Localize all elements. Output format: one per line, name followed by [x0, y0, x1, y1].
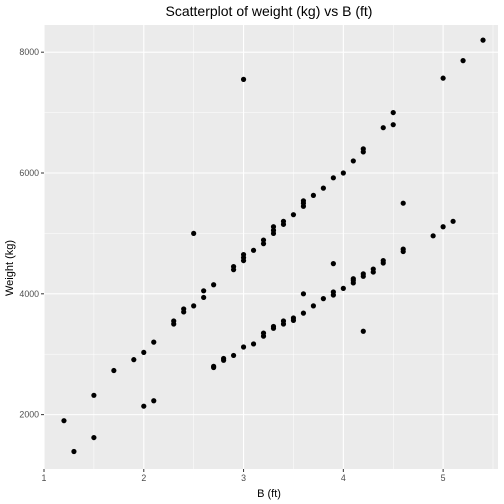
y-axis-title: Weight (kg) [4, 240, 16, 296]
data-point [181, 306, 187, 312]
data-point [240, 251, 247, 258]
data-point [91, 434, 97, 441]
y-tick-label: 2000 [19, 410, 39, 420]
data-point [350, 158, 356, 164]
data-points [61, 37, 486, 455]
data-point [340, 170, 346, 176]
data-point [270, 227, 277, 233]
plot-panel [44, 25, 498, 469]
data-point [230, 264, 237, 270]
data-point [350, 276, 356, 282]
data-point [111, 367, 117, 374]
y-tick-label: 6000 [19, 168, 39, 178]
data-point [460, 58, 466, 64]
data-point [330, 289, 336, 295]
x-tick-label: 4 [341, 473, 346, 483]
data-point [390, 109, 396, 116]
data-point [191, 230, 197, 237]
data-point [360, 271, 366, 277]
data-point [310, 192, 317, 198]
data-point [360, 328, 366, 334]
x-tick-label: 5 [441, 473, 446, 483]
data-point [360, 146, 366, 152]
data-point [61, 418, 67, 424]
x-axis-title: B (ft) [257, 488, 281, 500]
data-point [290, 212, 297, 218]
data-point [370, 266, 376, 272]
data-point [211, 282, 217, 288]
data-point [390, 122, 396, 128]
y-tick-label: 4000 [19, 289, 39, 299]
data-point [71, 448, 77, 455]
data-point [330, 261, 336, 267]
data-point [300, 198, 307, 204]
data-point [230, 352, 237, 359]
data-point [141, 349, 147, 356]
data-point [450, 218, 456, 224]
data-point [201, 288, 207, 294]
data-point [201, 294, 207, 301]
major-gridlines [43, 25, 498, 469]
data-point [171, 318, 177, 324]
data-point [320, 296, 326, 302]
data-point [260, 241, 267, 247]
chart-title: Scatterplot of weight (kg) vs B (ft) [166, 3, 373, 19]
data-point [400, 246, 406, 252]
data-point [320, 185, 326, 191]
data-point [151, 398, 157, 404]
data-point [250, 341, 257, 347]
data-point [211, 363, 217, 369]
y-axis: 2000 4000 6000 8000 [19, 47, 44, 420]
data-point [221, 355, 227, 362]
data-point [141, 403, 147, 409]
x-tick-label: 1 [42, 473, 47, 483]
data-point [260, 330, 267, 336]
data-point [440, 75, 446, 81]
data-point [440, 224, 446, 230]
data-point [340, 285, 346, 291]
data-point [280, 218, 287, 224]
data-point [260, 237, 267, 243]
minor-gridlines [44, 25, 498, 469]
data-point [290, 315, 297, 321]
data-point [240, 76, 247, 82]
data-point [330, 175, 336, 181]
data-point [280, 318, 287, 324]
data-point [480, 37, 486, 43]
data-point [380, 257, 386, 264]
data-point [270, 323, 277, 330]
data-point [131, 357, 137, 363]
x-tick-label: 2 [141, 473, 146, 483]
x-tick-label: 3 [241, 473, 246, 483]
data-point [310, 303, 317, 309]
data-point [380, 125, 386, 131]
data-point [400, 200, 406, 206]
data-point [250, 247, 257, 253]
data-point [191, 303, 197, 309]
data-point [430, 233, 436, 239]
x-axis: 1 2 3 4 5 [42, 469, 446, 483]
data-point [270, 224, 277, 230]
data-point [151, 339, 157, 345]
data-point [91, 392, 97, 398]
data-point [240, 344, 247, 350]
data-point [300, 310, 307, 316]
data-point [300, 291, 307, 297]
y-tick-label: 8000 [19, 47, 39, 57]
